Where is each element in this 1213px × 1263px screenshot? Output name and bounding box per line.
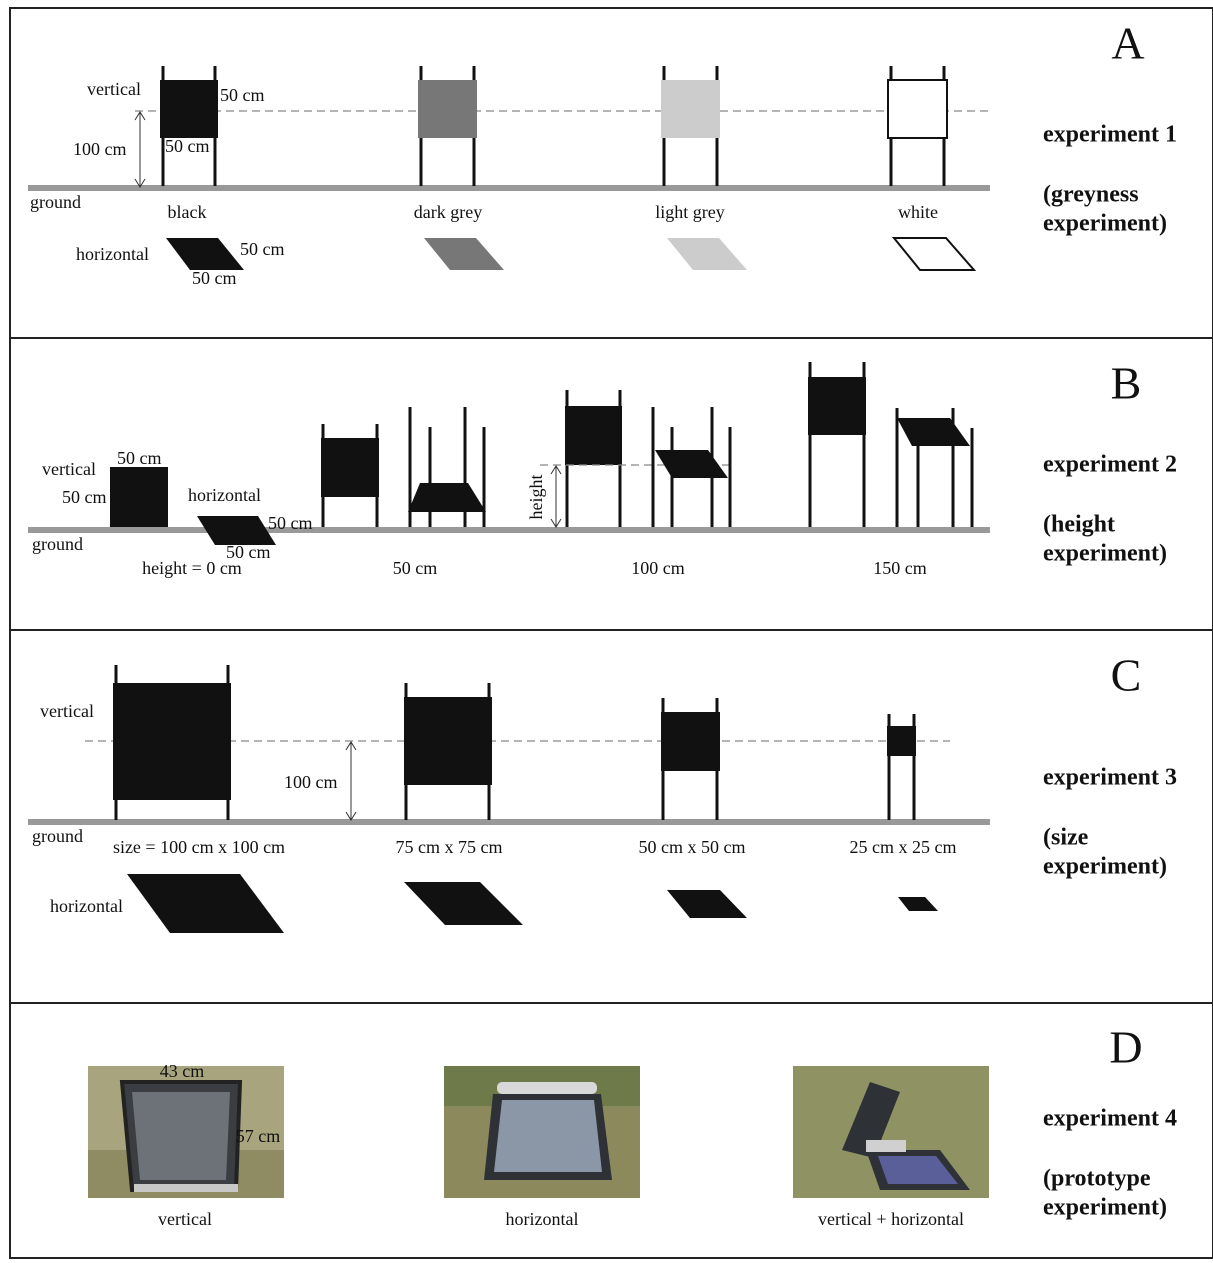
panel-b: vertical 50 cm 50 cm horizontal 50 cm 50… <box>28 358 1177 579</box>
board-horizontal <box>197 516 276 545</box>
label: vertical <box>158 1209 212 1229</box>
label: white <box>898 202 938 222</box>
label: 50 cm <box>268 513 313 533</box>
description: experiment) <box>1043 211 1167 237</box>
panel-letter: B <box>1111 358 1142 409</box>
board-horizontal <box>898 897 938 911</box>
photo <box>793 1066 989 1198</box>
shape <box>497 1082 597 1094</box>
board <box>887 726 916 756</box>
label: size = 100 cm x 100 cm <box>113 837 285 857</box>
board <box>160 80 218 138</box>
description: experiment) <box>1043 854 1167 880</box>
label: vertical <box>87 79 141 99</box>
board-horizontal <box>655 450 728 478</box>
panel-a: vertical 50 cm 100 cm 50 cm ground black… <box>28 18 1177 289</box>
label: 50 cm <box>117 448 162 468</box>
board-horizontal <box>127 874 284 933</box>
shape <box>132 1092 230 1180</box>
label: 150 cm <box>873 558 927 578</box>
board <box>565 406 622 465</box>
description: experiment) <box>1043 1195 1167 1221</box>
experiment: experiment 2 <box>1043 452 1177 478</box>
board <box>404 697 492 785</box>
panel-c: vertical 100 cm ground size = 100 cm x 1… <box>28 650 1177 933</box>
description: (prototype <box>1043 1166 1151 1192</box>
label: vertical + horizontal <box>818 1209 964 1229</box>
description: (height <box>1043 512 1115 538</box>
shape <box>134 1184 238 1192</box>
label: horizontal <box>50 896 123 916</box>
label: height <box>526 475 546 520</box>
experiment: experiment 1 <box>1043 122 1177 148</box>
label: horizontal <box>506 1209 579 1229</box>
label: 43 cm <box>160 1061 205 1081</box>
experiment: experiment 4 <box>1043 1106 1177 1132</box>
figure: vertical 50 cm 100 cm 50 cm ground black… <box>0 0 1213 1263</box>
label: light grey <box>655 202 725 222</box>
label: 25 cm x 25 cm <box>850 837 957 857</box>
photo <box>444 1066 640 1198</box>
board-horizontal <box>404 882 523 925</box>
panel-letter: C <box>1111 650 1142 701</box>
label: 50 cm <box>165 136 210 156</box>
label: 57 cm <box>236 1126 281 1146</box>
label: 50 cm <box>192 268 237 288</box>
panel-letter: A <box>1111 18 1144 69</box>
description: experiment) <box>1043 541 1167 567</box>
panel-d: 43 cm 57 cm vertical horizontal vertical… <box>88 1022 1177 1230</box>
board <box>661 712 720 771</box>
label: black <box>168 202 207 222</box>
label: ground <box>32 826 83 846</box>
board <box>113 683 231 800</box>
label: 50 cm <box>220 85 265 105</box>
board <box>888 80 947 138</box>
board-horizontal <box>667 890 747 918</box>
experiment: experiment 3 <box>1043 765 1177 791</box>
board-horizontal <box>424 238 504 270</box>
label: vertical <box>42 459 96 479</box>
label: horizontal <box>76 244 149 264</box>
label: dark grey <box>414 202 482 222</box>
label: vertical <box>40 701 94 721</box>
label: 100 cm <box>284 772 338 792</box>
label: 75 cm x 75 cm <box>396 837 503 857</box>
board-horizontal <box>166 238 244 270</box>
label: 50 cm x 50 cm <box>639 837 746 857</box>
label: 100 cm <box>73 139 127 159</box>
label: 50 cm <box>62 487 107 507</box>
board-horizontal <box>408 483 486 512</box>
board-horizontal <box>897 418 970 446</box>
board-horizontal <box>894 238 974 270</box>
label: ground <box>30 192 81 212</box>
description: (greyness <box>1043 182 1139 208</box>
board <box>418 80 477 138</box>
shape <box>494 1100 602 1172</box>
label: horizontal <box>188 485 261 505</box>
label: 100 cm <box>631 558 685 578</box>
shape <box>866 1140 906 1152</box>
board-horizontal <box>667 238 747 270</box>
label: 50 cm <box>393 558 438 578</box>
description: (size <box>1043 825 1089 851</box>
label: 50 cm <box>240 239 285 259</box>
panel-letter: D <box>1109 1022 1142 1073</box>
label: ground <box>32 534 83 554</box>
label: height = 0 cm <box>142 558 242 578</box>
board <box>321 438 379 497</box>
board <box>110 467 168 527</box>
board <box>808 377 866 435</box>
board <box>661 80 720 138</box>
